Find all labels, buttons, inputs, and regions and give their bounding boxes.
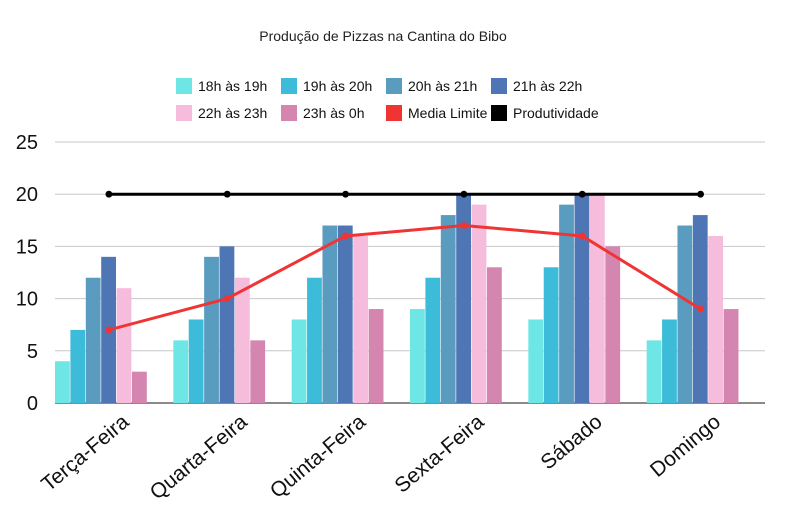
bar-20h-as-21h-domingo <box>677 225 693 403</box>
bar-18h-as-19h-domingo <box>646 340 662 403</box>
point-media-limite-sexta-feira <box>460 222 468 229</box>
legend-swatch-23h-as-0h <box>281 105 297 121</box>
y-tick-label: 25 <box>16 132 38 154</box>
legend-swatch-produtividade <box>491 105 507 121</box>
bar-19h-as-20h-sabado <box>543 267 559 403</box>
legend-label-19h-as-20h: 19h às 20h <box>303 78 372 94</box>
bar-19h-as-20h-terca-feira <box>70 329 86 403</box>
x-tick-label: Quinta-Feira <box>266 410 370 503</box>
lines <box>105 190 704 334</box>
x-tick-label: Quarta-Feira <box>146 410 252 504</box>
bar-18h-as-19h-quinta-feira <box>291 319 307 403</box>
point-produtividade-sabado <box>578 190 586 198</box>
legend-swatch-media-limite <box>386 105 402 121</box>
legend-label-produtividade: Produtividade <box>513 105 599 121</box>
bar-23h-as-0h-sexta-feira <box>487 267 502 403</box>
bar-23h-as-0h-quarta-feira <box>250 340 266 403</box>
bar-20h-as-21h-sexta-feira <box>440 215 456 403</box>
x-tick-label: Sábado <box>536 410 606 474</box>
y-axis: 0 5 10 15 20 25 <box>16 132 38 415</box>
point-produtividade-terca-feira <box>105 190 113 198</box>
legend-label-18h-as-19h: 18h às 19h <box>198 78 267 94</box>
y-tick-label: 10 <box>16 289 38 311</box>
bar-18h-as-19h-quarta-feira <box>173 340 189 403</box>
bar-21h-as-22h-sexta-feira <box>456 194 471 403</box>
chart-title: Produção de Pizzas na Cantina do Bibo <box>259 28 507 44</box>
bar-18h-as-19h-sabado <box>528 319 544 403</box>
bar-20h-as-21h-terca-feira <box>85 277 101 403</box>
point-media-limite-terca-feira <box>105 326 113 334</box>
bars <box>55 194 739 403</box>
point-produtividade-quarta-feira <box>223 190 231 198</box>
bar-22h-as-23h-domingo <box>708 235 724 403</box>
point-produtividade-quinta-feira <box>342 190 349 198</box>
bar-22h-as-23h-terca-feira <box>116 288 132 403</box>
x-tick-label: Terça-Feira <box>37 410 133 496</box>
bar-21h-as-22h-sabado <box>574 194 590 403</box>
legend-label-media-limite: Media Limite <box>408 105 488 121</box>
legend-swatch-22h-as-23h <box>176 105 192 121</box>
legend-label-20h-as-21h: 20h às 21h <box>408 78 477 94</box>
bar-22h-as-23h-quarta-feira <box>234 277 250 403</box>
point-media-limite-quinta-feira <box>342 232 349 240</box>
legend-swatch-20h-as-21h <box>386 78 402 94</box>
bar-19h-as-20h-quinta-feira <box>307 277 322 403</box>
bar-23h-as-0h-domingo <box>723 309 739 403</box>
x-tick-label: Domingo <box>646 410 725 482</box>
legend-swatch-18h-as-19h <box>176 78 192 94</box>
bar-20h-as-21h-quinta-feira <box>322 225 338 403</box>
point-media-limite-quarta-feira <box>223 295 231 302</box>
bar-22h-as-23h-quinta-feira <box>353 235 369 403</box>
legend-label-23h-as-0h: 23h às 0h <box>303 105 365 121</box>
y-tick-label: 15 <box>16 236 38 258</box>
y-tick-label: 20 <box>16 184 38 206</box>
bar-21h-as-22h-quarta-feira <box>219 246 235 403</box>
bar-20h-as-21h-sabado <box>559 204 574 403</box>
bar-19h-as-20h-quarta-feira <box>188 319 204 403</box>
bar-22h-as-23h-sexta-feira <box>471 204 487 403</box>
bar-19h-as-20h-sexta-feira <box>425 277 441 403</box>
legend-label-21h-as-22h: 21h às 22h <box>513 78 582 94</box>
legend-swatch-19h-as-20h <box>281 78 297 94</box>
bar-23h-as-0h-sabado <box>605 246 621 403</box>
point-produtividade-domingo <box>697 190 704 198</box>
line-media-limite <box>108 224 702 332</box>
y-tick-label: 0 <box>27 393 38 415</box>
bar-19h-as-20h-domingo <box>662 319 677 403</box>
bar-23h-as-0h-terca-feira <box>132 371 147 403</box>
x-tick-label: Sexta-Feira <box>390 410 488 498</box>
y-tick-label: 5 <box>27 341 38 363</box>
bar-20h-as-21h-quarta-feira <box>204 256 219 403</box>
bar-18h-as-19h-terca-feira <box>55 361 70 403</box>
legend-swatch-21h-as-22h <box>491 78 507 94</box>
x-axis: Terça-Feira Quarta-Feira Quinta-Feira Sexta… <box>37 410 725 504</box>
legend: 18h às 19h 19h às 20h 20h às 21h 21h às 22h… <box>176 78 599 121</box>
point-media-limite-domingo <box>697 305 704 313</box>
bar-22h-as-23h-sabado <box>589 194 605 403</box>
point-media-limite-sabado <box>578 232 586 240</box>
point-produtividade-sexta-feira <box>460 190 468 198</box>
bar-18h-as-19h-sexta-feira <box>410 309 425 403</box>
bar-21h-as-22h-quinta-feira <box>337 225 353 403</box>
legend-label-22h-as-23h: 22h às 23h <box>198 105 267 121</box>
bar-23h-as-0h-quinta-feira <box>368 309 384 403</box>
